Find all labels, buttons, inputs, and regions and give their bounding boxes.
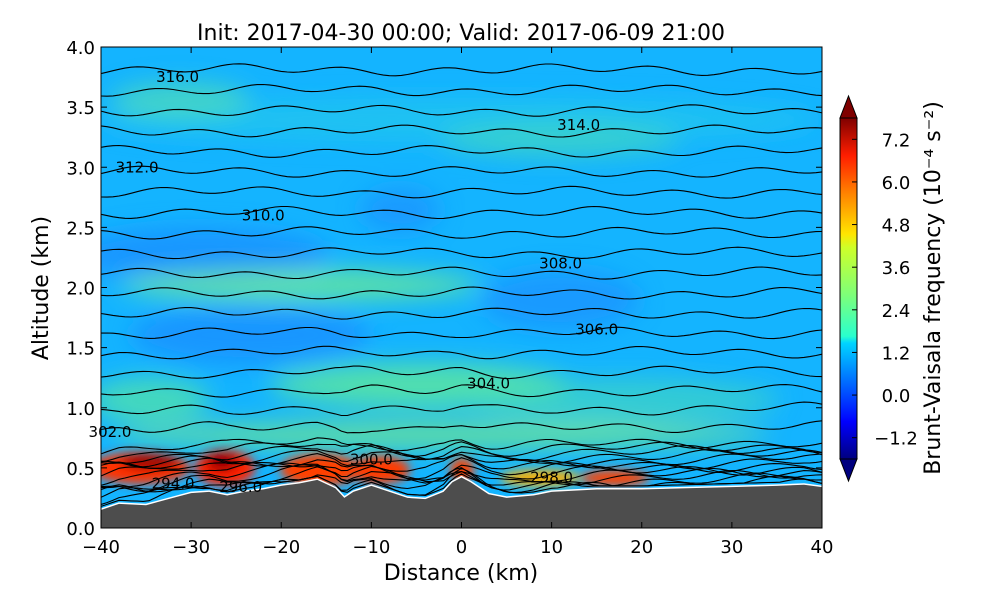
isentrope-line: [101, 420, 822, 434]
field-patch: [480, 270, 640, 330]
isentrope-line: [101, 307, 822, 320]
isentrope-line: [101, 165, 822, 178]
isentrope-contours: [101, 63, 822, 507]
colorbar-tick-label: 6.0: [882, 173, 911, 194]
isentrope-line: [101, 467, 822, 498]
field-patch: [101, 378, 210, 422]
isentrope-line: [101, 467, 822, 506]
contour-labels: 316.0 314.0 312.0 310.0 308.0 306.0 304.0 302.0…: [89, 68, 619, 496]
x-tick-label: 10: [540, 537, 563, 558]
isentrope-line: [101, 449, 822, 468]
contour-label: 300.0: [350, 450, 393, 468]
isentrope-line: [101, 326, 822, 340]
colorbar-extend-min: [839, 458, 858, 483]
isentrope-line: [101, 104, 822, 117]
contour-label: 308.0: [539, 254, 582, 272]
terrain: [101, 477, 822, 528]
colorbar-extend-max: [839, 94, 858, 119]
contour-label: 296.0: [219, 478, 262, 496]
contour-label: 294.0: [152, 475, 195, 493]
x-tick-label: −40: [82, 537, 120, 558]
stable-layer-patch: [450, 458, 474, 482]
colorbar-tick-label: 2.4: [882, 301, 911, 322]
isentrope-line: [101, 457, 822, 486]
isentrope-line: [101, 83, 822, 97]
isentrope-line: [101, 444, 822, 464]
contour-label: 306.0: [575, 321, 618, 339]
y-tick-label: 0.5: [66, 459, 95, 480]
isentrope-line: [101, 205, 822, 220]
isentrope-line: [101, 384, 822, 398]
y-axis-ticks: 0.0 0.5 1.0 1.5 2.0 2.5 3.0 3.5 4.0: [66, 38, 822, 540]
colorbar-tick-label: 3.6: [882, 258, 911, 279]
field-patch: [460, 378, 780, 422]
isentrope-line: [101, 365, 822, 380]
isentrope-line: [101, 441, 822, 463]
contour-label: 298.0: [530, 468, 573, 486]
contour-label: 302.0: [89, 423, 132, 441]
colorbar-tick-label: 4.8: [882, 216, 911, 237]
colorbar-tick-label: −1.2: [874, 429, 918, 450]
y-axis-label: Altitude (km): [29, 216, 54, 360]
colorbar-ticks: −1.2 0.0 1.2 2.4 3.6 4.8 6.0 7.2: [852, 130, 918, 450]
isentrope-line: [101, 144, 822, 158]
contour-label: 314.0: [557, 116, 600, 134]
field-patch: [440, 122, 680, 158]
contour-label: 310.0: [242, 206, 285, 224]
colorbar-gradient: [839, 117, 858, 460]
y-tick-label: 2.5: [66, 218, 95, 239]
contour-label: 312.0: [116, 158, 159, 176]
x-tick-label: 0: [456, 537, 467, 558]
y-tick-label: 1.5: [66, 339, 95, 360]
field-patch: [360, 188, 440, 232]
colorbar-tick-label: 0.0: [882, 386, 911, 407]
x-axis-ticks: −40 −30 −20 −10 0 10 20 30 40: [82, 47, 833, 558]
contour-label: 316.0: [156, 68, 199, 86]
x-axis-label: Distance (km): [384, 561, 539, 586]
field-patches: [101, 82, 820, 449]
x-tick-label: −10: [352, 537, 390, 558]
x-tick-label: 40: [811, 537, 834, 558]
x-tick-label: 30: [720, 537, 743, 558]
isentrope-line: [101, 401, 822, 417]
y-tick-label: 3.0: [66, 158, 95, 179]
isentrope-line: [101, 185, 822, 199]
isentrope-line: [101, 63, 822, 77]
contour-label: 304.0: [467, 375, 510, 393]
isentrope-line: [101, 345, 822, 360]
plot-area: [101, 47, 822, 528]
chart-title: Init: 2017-04-30 00:00; Valid: 2017-06-0…: [197, 21, 725, 46]
colorbar-tick-label: 1.2: [882, 343, 911, 364]
isentrope-line: [101, 462, 822, 489]
y-tick-label: 1.0: [66, 399, 95, 420]
field-patch: [101, 227, 330, 283]
colorbar-label: Brunt-Vaisala frequency (10⁻⁴ s⁻²): [921, 101, 946, 475]
y-tick-label: 2.0: [66, 279, 95, 300]
y-tick-label: 4.0: [66, 38, 95, 59]
colorbar-tick-label: 7.2: [882, 130, 911, 151]
isentrope-line: [101, 226, 822, 240]
isentrope-line: [101, 286, 822, 300]
y-tick-label: 0.0: [66, 519, 95, 540]
x-tick-label: 20: [630, 537, 653, 558]
isentrope-line: [101, 453, 822, 469]
isentrope-line: [101, 246, 822, 260]
x-tick-label: −30: [172, 537, 210, 558]
isentrope-line: [101, 437, 822, 455]
field-patch: [110, 421, 770, 449]
field-patch: [130, 305, 370, 365]
field-patch: [110, 82, 250, 118]
x-tick-label: −20: [262, 537, 300, 558]
colorbar: −1.2 0.0 1.2 2.4 3.6 4.8 6.0 7.2 Brunt-Vaisala …: [839, 94, 946, 483]
isentrope-line: [101, 266, 822, 280]
isentrope-line: [101, 124, 822, 138]
y-tick-label: 3.5: [66, 98, 95, 119]
